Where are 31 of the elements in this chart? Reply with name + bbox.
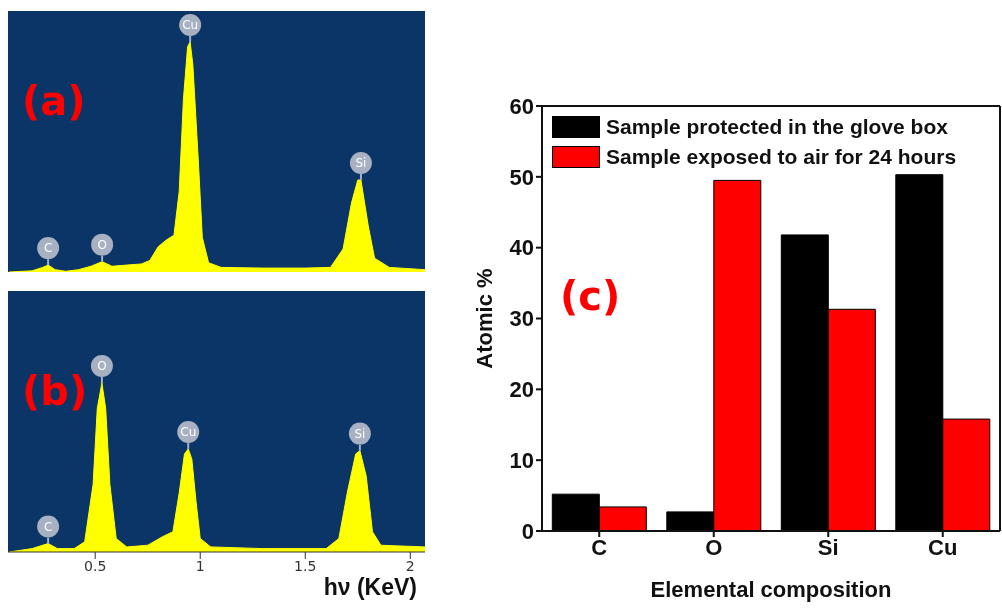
annotation: Cu bbox=[182, 18, 199, 32]
x-tick-label: 1.5 bbox=[294, 557, 317, 574]
x-tick-label: Si bbox=[817, 534, 839, 560]
x-tick-label: O bbox=[705, 534, 723, 560]
y-axis-title: Atomic % bbox=[471, 268, 497, 369]
x-tick-label: Cu bbox=[928, 534, 958, 560]
annotation: O bbox=[97, 359, 107, 373]
x-tick-label: 1 bbox=[195, 557, 205, 574]
y-tick-label: 60 bbox=[509, 93, 534, 119]
annotation: C bbox=[43, 241, 53, 256]
y-tick-label: 10 bbox=[509, 447, 534, 473]
annotation: Si bbox=[355, 156, 367, 170]
x-tick-label: 0.5 bbox=[84, 557, 107, 574]
annotation: O bbox=[97, 237, 107, 252]
y-tick-label: 0 bbox=[521, 518, 534, 544]
annotation: Cu bbox=[180, 424, 197, 439]
y-tick-label: 30 bbox=[509, 306, 534, 332]
legend-label: Sample exposed to air for 24 hours bbox=[606, 145, 957, 169]
annotation: (a) bbox=[22, 78, 86, 124]
y-tick-label: 40 bbox=[509, 235, 534, 261]
annotation: (c) bbox=[560, 273, 621, 319]
x-tick-label: C bbox=[591, 534, 608, 560]
x-axis-title: Elemental composition bbox=[650, 577, 892, 602]
x-axis-title: hν (KeV) bbox=[323, 574, 417, 600]
y-tick-label: 50 bbox=[509, 164, 534, 190]
annotation: Si bbox=[354, 426, 366, 441]
legend-label: Sample protected in the glove box bbox=[606, 115, 948, 139]
x-tick-label: 2 bbox=[405, 557, 415, 574]
y-tick-label: 20 bbox=[509, 377, 534, 403]
annotation: (b) bbox=[22, 368, 88, 414]
annotation: C bbox=[43, 519, 53, 534]
